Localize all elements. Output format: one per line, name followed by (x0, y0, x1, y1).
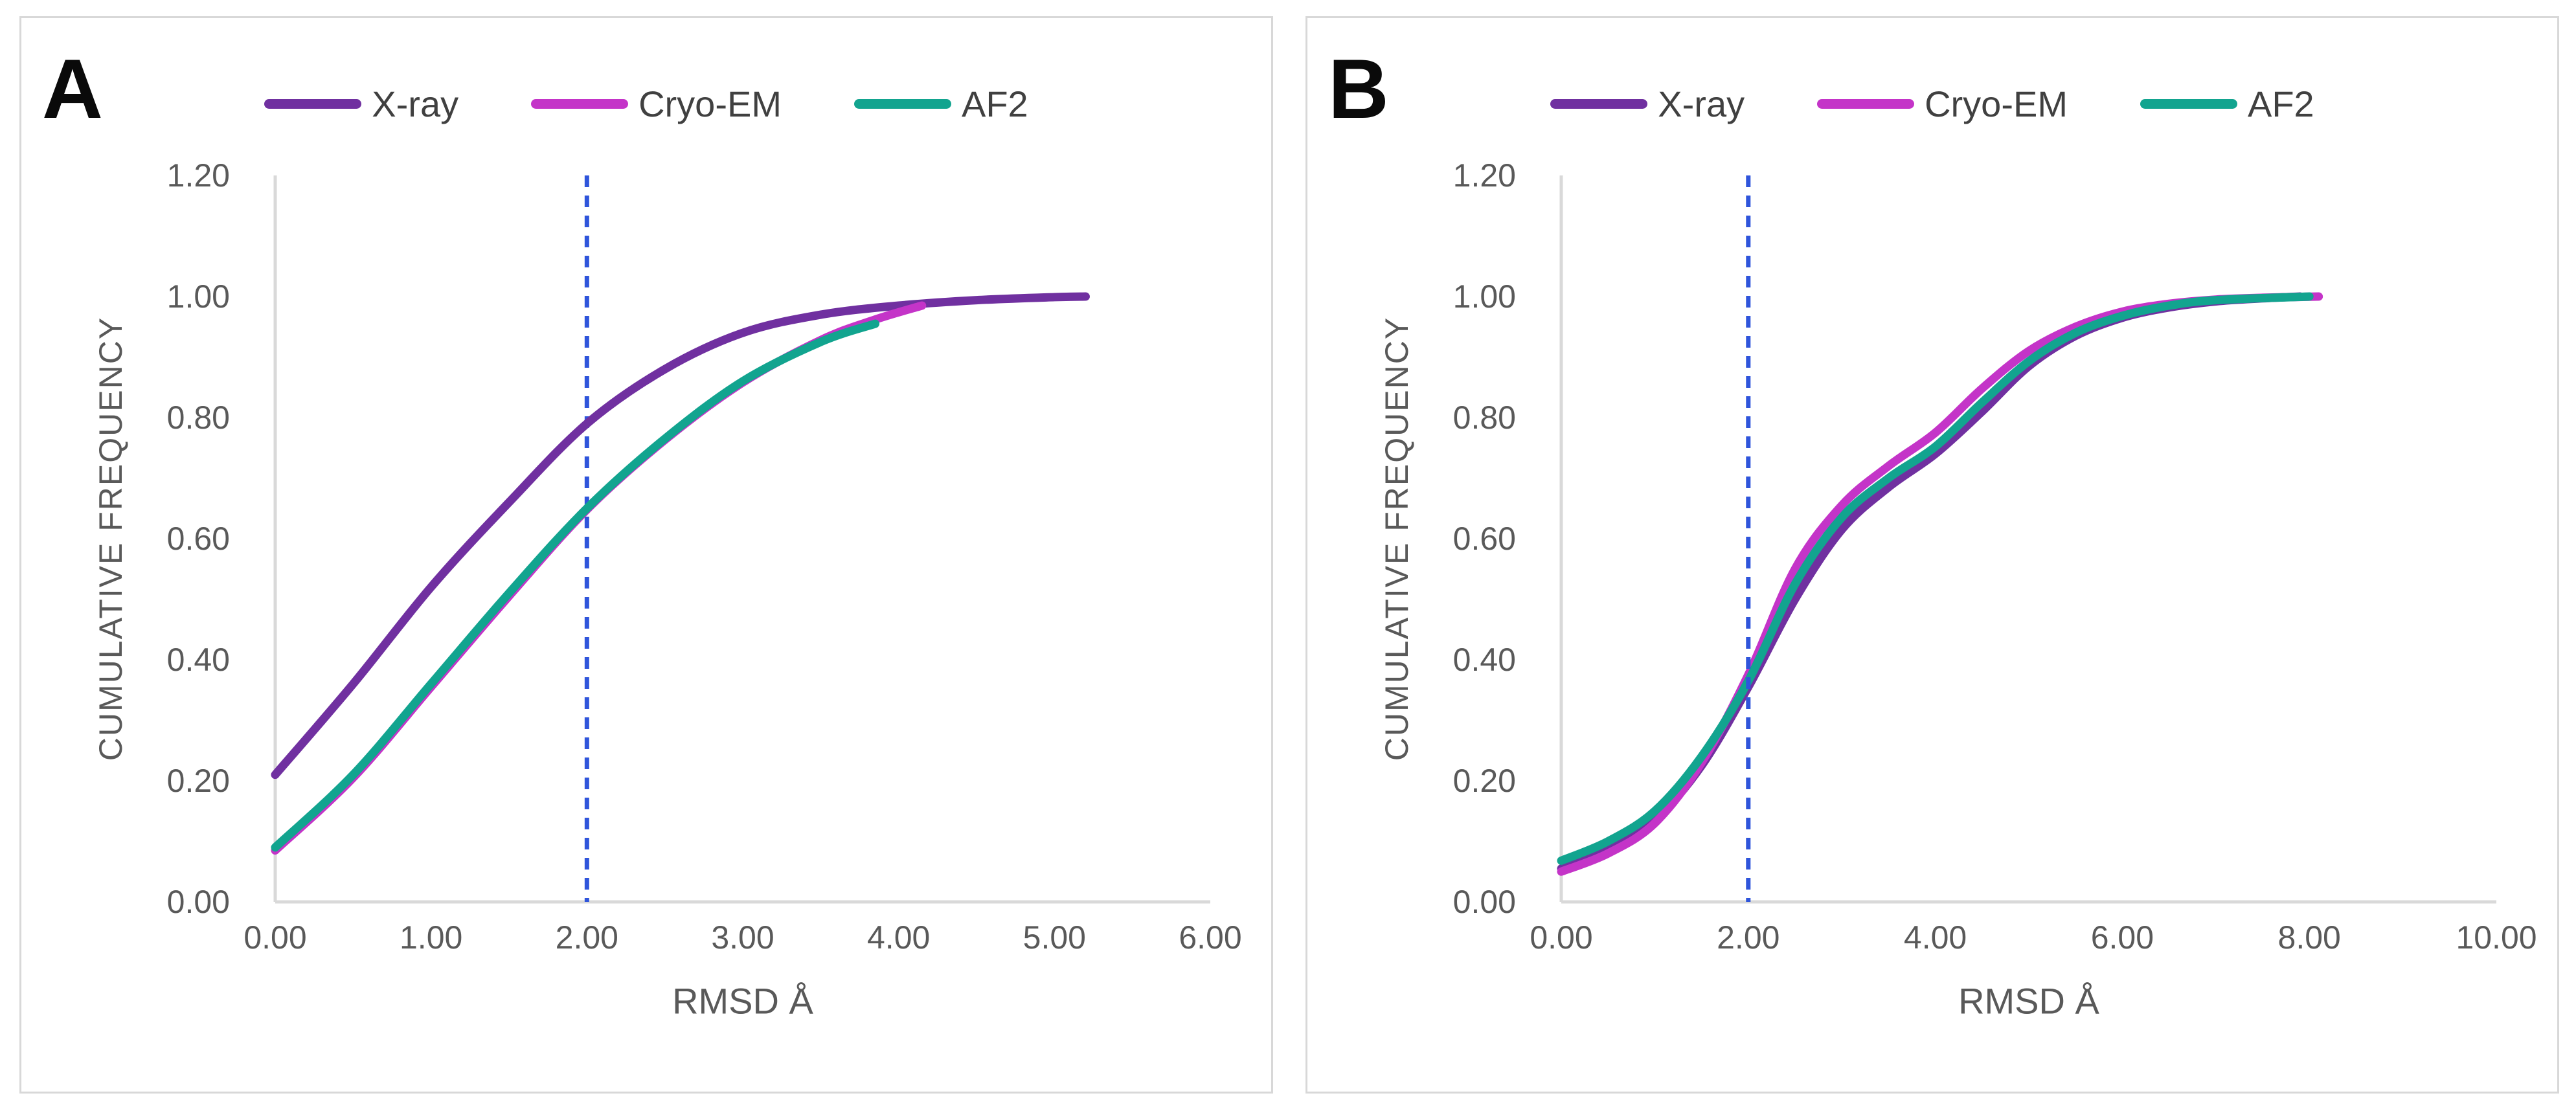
x-tick-label: 4.00 (1904, 919, 1967, 956)
x-tick-label: 3.00 (711, 919, 774, 956)
chart-panel-b: B X-ray Cryo-EM AF2 0.00 0.20 0.40 0.60 0.80 1.… (1305, 16, 2559, 1094)
y-tick-label: 0.20 (1453, 763, 1516, 799)
y-tick-label: 0.60 (167, 521, 230, 557)
y-tick-label: 0.80 (167, 399, 230, 436)
x-tick-label: 8.00 (2278, 919, 2341, 956)
legend-swatch-x-ray (1550, 99, 1648, 109)
legend-label-af2: AF2 (2247, 84, 2314, 124)
series-line-x-ray (271, 292, 1090, 780)
legend-a: X-ray Cryo-EM AF2 (21, 83, 1271, 125)
y-tick-label: 0.40 (1453, 642, 1516, 678)
legend-item-af2: AF2 (853, 83, 1028, 125)
legend-swatch-x-ray (264, 99, 362, 109)
x-tick-label: 2.00 (1717, 919, 1779, 956)
legend-label-x-ray: X-ray (1658, 84, 1745, 124)
y-axis-title: CUMULATIVE FREQUENCY (1379, 317, 1415, 761)
chart-panel-a: A X-ray Cryo-EM AF2 0.00 0.20 0.40 0.60 0.80 1.… (19, 16, 1273, 1094)
y-tick-label: 0.60 (1453, 521, 1516, 557)
series-line-af2 (1557, 292, 2314, 865)
y-tick-label: 0.20 (167, 763, 230, 799)
panel-label-b: B (1328, 41, 1389, 136)
x-axis-title: RMSD Å (1958, 981, 2099, 1022)
legend-item-af2: AF2 (2140, 83, 2314, 125)
legend-label-af2: AF2 (961, 84, 1028, 124)
legend-item-x-ray: X-ray (1550, 83, 1745, 125)
x-tick-label: 6.00 (1179, 919, 1241, 956)
y-tick-label: 0.00 (167, 884, 230, 920)
x-tick-label: 1.00 (400, 919, 462, 956)
x-tick-label: 10.00 (2456, 919, 2536, 956)
legend-swatch-af2 (853, 99, 951, 109)
series-line-cryo-em (271, 301, 927, 855)
series-line-af2 (271, 319, 880, 852)
x-tick-label: 6.00 (2091, 919, 2154, 956)
legend-swatch-cryo-em (1817, 99, 1915, 109)
x-tick-label: 2.00 (556, 919, 618, 956)
x-axis-title: RMSD Å (672, 981, 813, 1022)
x-tick-label: 4.00 (867, 919, 930, 956)
legend-item-cryo-em: Cryo-EM (531, 83, 782, 125)
legend-item-x-ray: X-ray (264, 83, 458, 125)
panel-label-a: A (42, 41, 103, 136)
legend-swatch-cryo-em (531, 99, 629, 109)
y-axis-title: CUMULATIVE FREQUENCY (93, 317, 129, 761)
legend-item-cryo-em: Cryo-EM (1817, 83, 2068, 125)
legend-label-cryo-em: Cryo-EM (638, 84, 782, 124)
legend-swatch-af2 (2140, 99, 2237, 109)
x-tick-label: 0.00 (243, 919, 306, 956)
y-tick-label: 1.00 (1453, 278, 1516, 315)
x-tick-label: 5.00 (1023, 919, 1086, 956)
x-tick-label: 0.00 (1530, 919, 1592, 956)
y-tick-label: 0.40 (167, 642, 230, 678)
legend-label-x-ray: X-ray (372, 84, 459, 124)
y-tick-label: 1.20 (167, 157, 230, 194)
legend-label-cryo-em: Cryo-EM (1925, 84, 2068, 124)
y-tick-label: 0.80 (1453, 399, 1516, 436)
y-tick-label: 1.20 (1453, 157, 1516, 194)
series-line-x-ray (1557, 292, 2305, 873)
y-tick-label: 1.00 (167, 278, 230, 315)
legend-b: X-ray Cryo-EM AF2 (1307, 83, 2557, 125)
chart-canvas-a: 0.00 0.20 0.40 0.60 0.80 1.00 1.20 0.00 1.00 2.00… (93, 157, 1242, 1022)
chart-canvas-b: 0.00 0.20 0.40 0.60 0.80 1.00 1.20 0.00 2.00 4.00… (1379, 157, 2537, 1022)
y-tick-label: 0.00 (1453, 884, 1516, 920)
